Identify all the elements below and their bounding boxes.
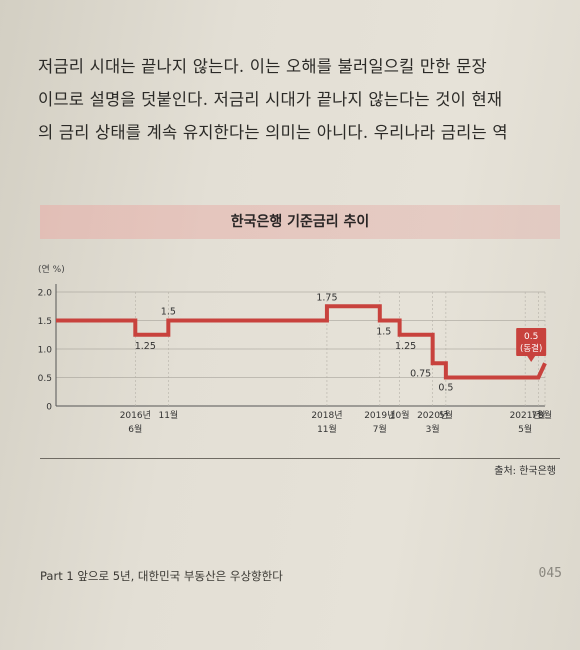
x-tick-label: 2016년 <box>120 410 151 421</box>
paragraph-line-1: 저금리 시대는 끝나지 않는다. 이는 오해를 불러일으킬 만한 문장 <box>38 57 487 76</box>
page-number: 045 <box>538 566 562 581</box>
data-label: 0.5 <box>438 383 453 394</box>
data-label: 1.5 <box>376 327 391 338</box>
y-tick-label: 1.5 <box>38 317 52 327</box>
x-tick-label: 10월 <box>390 409 410 421</box>
chart-title: 한국은행 기준금리 추이 <box>40 205 560 239</box>
x-tick-label: 2021년 <box>510 410 541 421</box>
y-tick-label: 0.5 <box>38 374 52 384</box>
y-tick-label: 1.0 <box>38 346 53 356</box>
paragraph-line-3: 의 금리 상태를 계속 유지한다는 의미는 아니다. 우리나라 금리는 역 <box>38 123 508 142</box>
x-tick-label: 2018년 <box>311 410 342 421</box>
source-note: 출처: 한국은행 <box>494 466 556 477</box>
data-label: 1.75 <box>316 292 337 303</box>
x-tick-label: 2020년 <box>417 410 448 421</box>
data-label: 1.25 <box>395 341 416 352</box>
rate-series-line <box>56 304 547 380</box>
y-tick-label: 2.0 <box>38 289 53 299</box>
callout-pointer <box>527 356 536 362</box>
data-label: 0.75 <box>410 368 431 379</box>
x-tick-label: 5월 <box>439 409 453 421</box>
data-label: 1.5 <box>161 307 176 318</box>
data-label: 1.25 <box>135 341 156 352</box>
x-tick-label: 7월 <box>531 409 545 421</box>
x-tick-label: 2019년 <box>364 410 395 421</box>
x-tick-label: 11월 <box>317 423 337 435</box>
callout-box <box>516 328 547 356</box>
x-tick-label: 11월 <box>158 409 178 421</box>
paragraph-line-2: 이므로 설명을 덧붙인다. 저금리 시대가 끝나지 않는다는 것이 현재 <box>38 90 503 109</box>
y-tick-label: 0 <box>46 403 52 413</box>
callout-note: (동결) <box>520 343 542 354</box>
divider-rule <box>40 458 560 459</box>
x-tick-label: 8월 <box>538 409 552 421</box>
x-tick-label: 3월 <box>426 423 440 435</box>
y-axis-label: (연 %) <box>38 264 65 275</box>
footer-book-title: Part 1 앞으로 5년, 대한민국 부동산은 우상향한다 <box>40 569 283 583</box>
x-tick-label: 6월 <box>128 423 142 435</box>
callout-value: 0.5 <box>524 332 538 342</box>
x-tick-label: 5월 <box>518 423 532 435</box>
x-tick-label: 7월 <box>373 423 387 435</box>
body-paragraph: 저금리 시대는 끝나지 않는다. 이는 오해를 불러일으킬 만한 문장 이므로 … <box>38 50 558 149</box>
